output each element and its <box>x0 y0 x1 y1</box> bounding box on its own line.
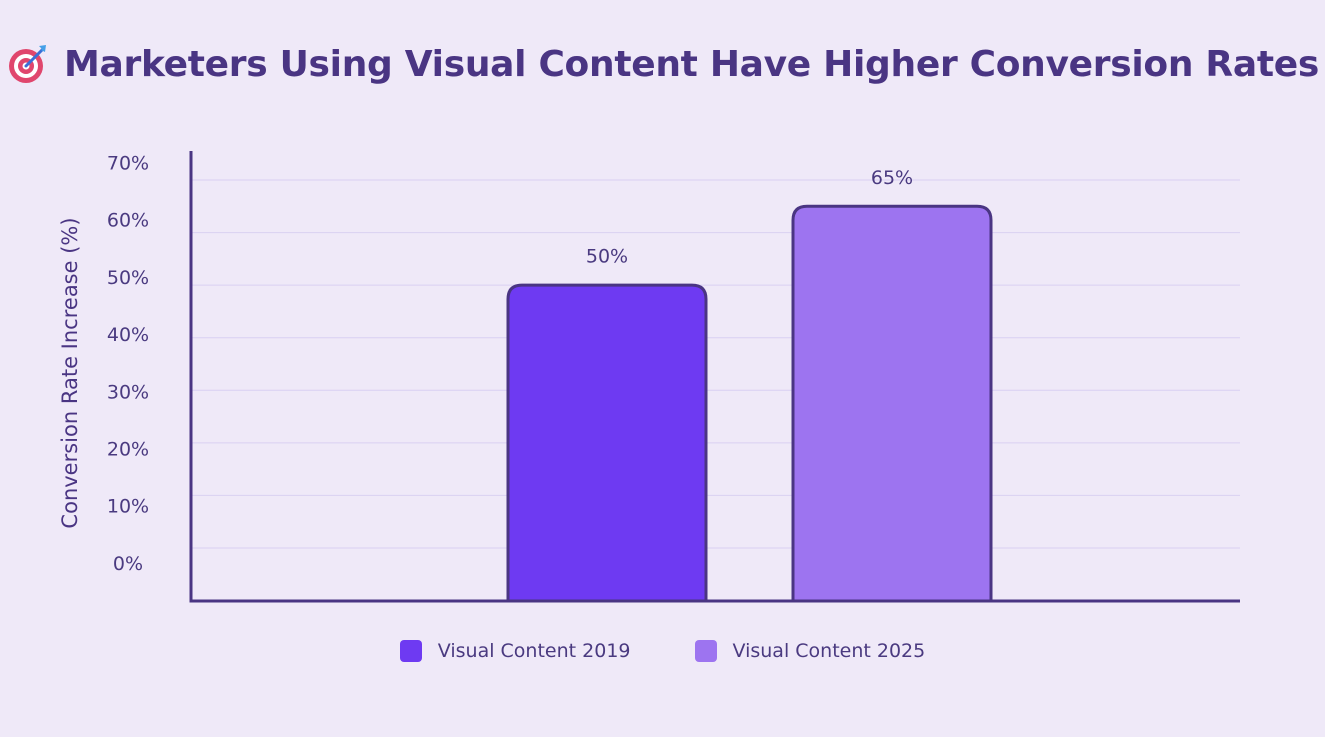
y-tick-label: 20% <box>107 439 149 461</box>
y-tick-label: 40% <box>107 324 149 346</box>
y-tick-label: 30% <box>107 381 149 403</box>
bar <box>508 285 706 601</box>
legend-label-2019: Visual Content 2019 <box>437 640 631 662</box>
y-axis-label: Conversion Rate Increase (%) <box>58 217 82 528</box>
legend-item-2019: Visual Content 2019 <box>399 640 631 662</box>
legend-label-2025: Visual Content 2025 <box>732 640 926 662</box>
bar-outline <box>791 204 993 601</box>
legend-swatch-2025 <box>694 640 717 662</box>
y-tick-label: 50% <box>107 267 149 289</box>
legend-swatch-2019 <box>399 640 422 662</box>
bar <box>793 206 991 602</box>
y-tick-label: 0% <box>113 553 143 575</box>
bar-data-label: 50% <box>586 246 628 268</box>
chart-title: Marketers Using Visual Content Have High… <box>64 43 1319 85</box>
legend-item-2025: Visual Content 2025 <box>694 640 926 662</box>
y-tick-label: 10% <box>107 496 149 518</box>
chart-legend: Visual Content 2019 Visual Content 2025 <box>0 640 1325 662</box>
target-dart-icon <box>9 45 47 83</box>
y-tick-label: 60% <box>107 210 149 232</box>
y-tick-label: 70% <box>107 153 149 175</box>
bar-outline <box>506 283 708 601</box>
chart-title-row: Marketers Using Visual Content Have High… <box>0 42 1325 86</box>
bar-data-label: 65% <box>871 167 913 189</box>
